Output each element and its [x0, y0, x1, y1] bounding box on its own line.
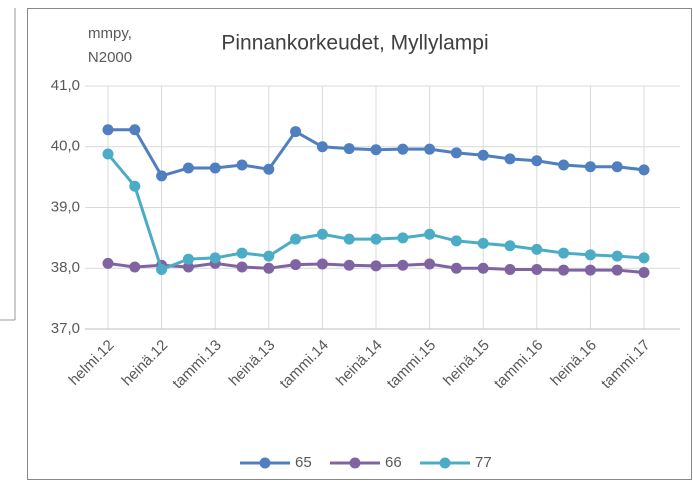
data-point	[611, 250, 623, 262]
data-point	[450, 235, 462, 247]
data-point	[450, 262, 462, 274]
data-point	[370, 144, 382, 156]
data-point	[558, 159, 570, 171]
data-point	[504, 153, 516, 165]
chart-title: Pinnankorkeudet, Myllylampi	[221, 32, 488, 55]
data-point	[343, 143, 355, 155]
legend-marker	[349, 457, 361, 469]
data-point	[343, 233, 355, 245]
data-point	[236, 159, 248, 171]
data-point	[531, 155, 543, 167]
data-point	[477, 149, 489, 161]
data-point	[584, 249, 596, 261]
data-point	[558, 247, 570, 259]
data-point	[156, 263, 168, 275]
data-point	[370, 233, 382, 245]
data-point	[450, 147, 462, 159]
data-point	[316, 228, 328, 240]
data-point	[316, 258, 328, 270]
data-point	[129, 261, 141, 273]
data-point	[236, 261, 248, 273]
data-point	[531, 243, 543, 255]
data-point	[129, 124, 141, 136]
data-point	[182, 253, 194, 265]
data-point	[236, 247, 248, 259]
y-tick-label: 39,0	[51, 198, 80, 215]
data-point	[102, 148, 114, 160]
data-point	[263, 262, 275, 274]
data-point	[370, 260, 382, 272]
data-point	[182, 261, 194, 273]
chart-frame	[27, 8, 692, 480]
data-point	[424, 228, 436, 240]
y-axis-label: N2000	[88, 49, 132, 66]
data-point	[611, 161, 623, 173]
data-point	[209, 162, 221, 174]
data-point	[316, 141, 328, 153]
data-point	[477, 262, 489, 274]
data-point	[343, 259, 355, 271]
data-point	[611, 264, 623, 276]
y-tick-label: 41,0	[51, 77, 80, 94]
data-point	[182, 162, 194, 174]
data-point	[397, 232, 409, 244]
data-point	[209, 252, 221, 264]
data-point	[584, 264, 596, 276]
data-point	[290, 126, 302, 138]
data-point	[424, 258, 436, 270]
y-tick-label: 40,0	[51, 138, 80, 155]
legend-label: 66	[385, 454, 402, 471]
y-tick-label: 37,0	[51, 320, 80, 337]
data-point	[638, 267, 650, 279]
legend-marker	[439, 457, 451, 469]
y-tick-label: 38,0	[51, 259, 80, 276]
data-point	[129, 180, 141, 192]
data-point	[102, 257, 114, 269]
data-point	[638, 252, 650, 264]
data-point	[397, 143, 409, 155]
data-point	[263, 163, 275, 175]
data-point	[290, 233, 302, 245]
legend-label: 65	[295, 454, 312, 471]
data-point	[638, 164, 650, 176]
data-point	[102, 124, 114, 136]
data-point	[290, 259, 302, 271]
data-point	[504, 263, 516, 275]
data-point	[504, 240, 516, 252]
data-point	[397, 259, 409, 271]
data-point	[424, 143, 436, 155]
data-point	[156, 170, 168, 182]
data-point	[558, 264, 570, 276]
data-point	[584, 161, 596, 173]
legend-marker	[259, 457, 271, 469]
legend-label: 77	[475, 454, 492, 471]
y-axis-label: mmpy,	[88, 25, 132, 42]
data-point	[263, 250, 275, 262]
data-point	[477, 237, 489, 249]
data-point	[531, 263, 543, 275]
